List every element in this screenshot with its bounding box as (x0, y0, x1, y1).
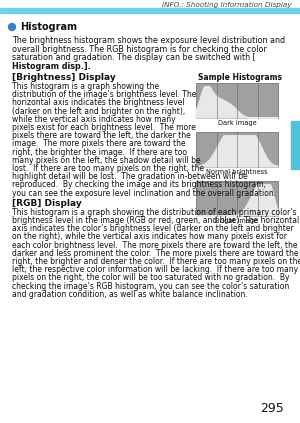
Text: pixels on the right, the color will be too saturated with no gradation.  By: pixels on the right, the color will be t… (12, 273, 290, 283)
Text: Bright image: Bright image (215, 217, 259, 223)
Text: INFO.: Shooting Information Display: INFO.: Shooting Information Display (162, 2, 292, 8)
Text: pixels there are toward the left, the darker the: pixels there are toward the left, the da… (12, 131, 191, 140)
Text: saturation and gradation. The display can be switched with [: saturation and gradation. The display ca… (12, 53, 256, 62)
Bar (196, 181, 278, 216)
Text: brightness level in the image (RGB or red, green, and blue). The horizontal: brightness level in the image (RGB or re… (12, 216, 299, 225)
Text: [RGB] Display: [RGB] Display (12, 199, 82, 208)
Polygon shape (196, 87, 278, 118)
Text: This histogram is a graph showing the: This histogram is a graph showing the (12, 82, 159, 91)
Text: pixels exist for each brightness level.  The more: pixels exist for each brightness level. … (12, 123, 196, 132)
Text: lost.  If there are too many pixels on the right, the: lost. If there are too many pixels on th… (12, 164, 204, 173)
Polygon shape (196, 185, 278, 216)
Text: you can see the exposure level inclination and the overall gradation.: you can see the exposure level inclinati… (12, 189, 276, 198)
Text: Normal brightness: Normal brightness (206, 168, 268, 175)
Text: each color brightness level.  The more pixels there are toward the left, the: each color brightness level. The more pi… (12, 241, 298, 250)
Polygon shape (196, 136, 278, 167)
Circle shape (8, 24, 16, 30)
Text: (darker on the left and brighter on the right),: (darker on the left and brighter on the … (12, 107, 185, 115)
Text: and gradation condition, as well as white balance inclination.: and gradation condition, as well as whit… (12, 290, 248, 299)
Text: reproduced.  By checking the image and its brightness histogram,: reproduced. By checking the image and it… (12, 180, 266, 190)
Text: on the right), while the vertical axis indicates how many pixels exist for: on the right), while the vertical axis i… (12, 232, 287, 242)
Text: Histogram disp.].: Histogram disp.]. (12, 61, 91, 71)
Text: checking the image’s RGB histogram, you can see the color’s saturation: checking the image’s RGB histogram, you … (12, 282, 289, 291)
Text: darker and less prominent the color.  The more pixels there are toward the: darker and less prominent the color. The… (12, 249, 298, 258)
Text: right, the brighter and denser the color.  If there are too many pixels on the: right, the brighter and denser the color… (12, 257, 300, 266)
Bar (291, 121, 300, 169)
Text: This histogram is a graph showing the distribution of each primary color’s: This histogram is a graph showing the di… (12, 208, 297, 217)
Text: left, the respective color information will be lacking.  If there are too many: left, the respective color information w… (12, 265, 298, 274)
Text: [Brightness] Display: [Brightness] Display (12, 73, 116, 82)
Text: 295: 295 (260, 402, 284, 415)
Bar (196, 83, 278, 118)
Text: overall brightness. The RGB histogram is for checking the color: overall brightness. The RGB histogram is… (12, 44, 267, 53)
Text: distribution of the image’s brightness level. The: distribution of the image’s brightness l… (12, 90, 196, 99)
Text: Sample Histograms: Sample Histograms (198, 73, 282, 82)
Text: The brightness histogram shows the exposure level distribution and: The brightness histogram shows the expos… (12, 36, 285, 45)
Text: highlight detail will be lost.  The gradation in-between will be: highlight detail will be lost. The grada… (12, 172, 247, 181)
Text: axis indicates the color’s brightness level (darker on the left and brighter: axis indicates the color’s brightness le… (12, 224, 294, 233)
Text: while the vertical axis indicates how many: while the vertical axis indicates how ma… (12, 115, 175, 124)
Text: right, the brighter the image.  If there are too: right, the brighter the image. If there … (12, 148, 187, 157)
Text: many pixels on the left, the shadow detail will be: many pixels on the left, the shadow deta… (12, 156, 201, 165)
Text: Dark image: Dark image (218, 120, 256, 126)
Text: image.  The more pixels there are toward the: image. The more pixels there are toward … (12, 140, 186, 148)
Text: Histogram: Histogram (20, 22, 77, 32)
Bar (0, 8, 300, 13)
Text: horizontal axis indicates the brightness level: horizontal axis indicates the brightness… (12, 99, 184, 107)
Bar (196, 132, 278, 167)
